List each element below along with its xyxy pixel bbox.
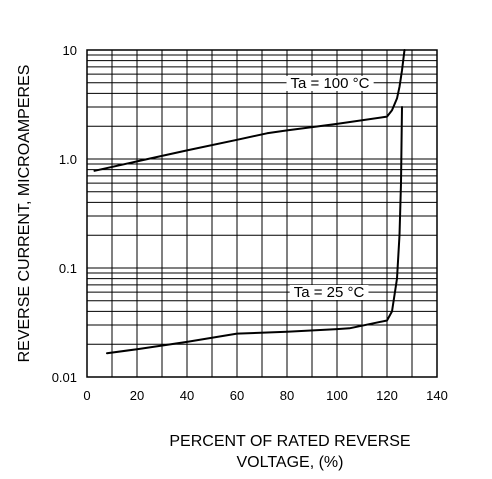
y-tick-label: 0.01 — [52, 370, 77, 385]
x-axis-title-line-1: PERCENT OF RATED REVERSE — [169, 433, 410, 450]
x-tick-label: 40 — [180, 388, 194, 403]
y-tick-labels: 0.01 0.1 1.0 10 — [52, 43, 77, 385]
x-tick-labels: 0 20 40 60 80 100 120 140 — [83, 388, 447, 403]
series-label-2: Ta = 25 °C — [294, 284, 365, 301]
x-tick-label: 120 — [376, 388, 398, 403]
y-tick-label: 1.0 — [59, 152, 77, 167]
y-tick-label: 0.1 — [59, 261, 77, 276]
series-layer: Ta = 100 °C Ta = 25 °C — [93, 49, 406, 355]
x-axis-title-line-2: VOLTAGE, (%) — [237, 454, 344, 471]
x-tick-label: 140 — [426, 388, 448, 403]
series-label-background — [286, 76, 374, 91]
x-tick-label: 80 — [280, 388, 294, 403]
series-label-background — [289, 285, 369, 300]
plot-frame — [86, 49, 438, 378]
x-tick-label: 20 — [130, 388, 144, 403]
series-line-2 — [106, 106, 403, 355]
x-tick-label: 0 — [83, 388, 90, 403]
series-line-1 — [93, 49, 406, 172]
series-label-1: Ta = 100 °C — [291, 75, 370, 92]
x-tick-label: 60 — [230, 388, 244, 403]
grid — [87, 50, 437, 377]
x-tick-label: 100 — [326, 388, 348, 403]
y-tick-label: 10 — [63, 43, 77, 58]
y-axis-title: REVERSE CURRENT, MICROAMPERES — [16, 65, 33, 363]
